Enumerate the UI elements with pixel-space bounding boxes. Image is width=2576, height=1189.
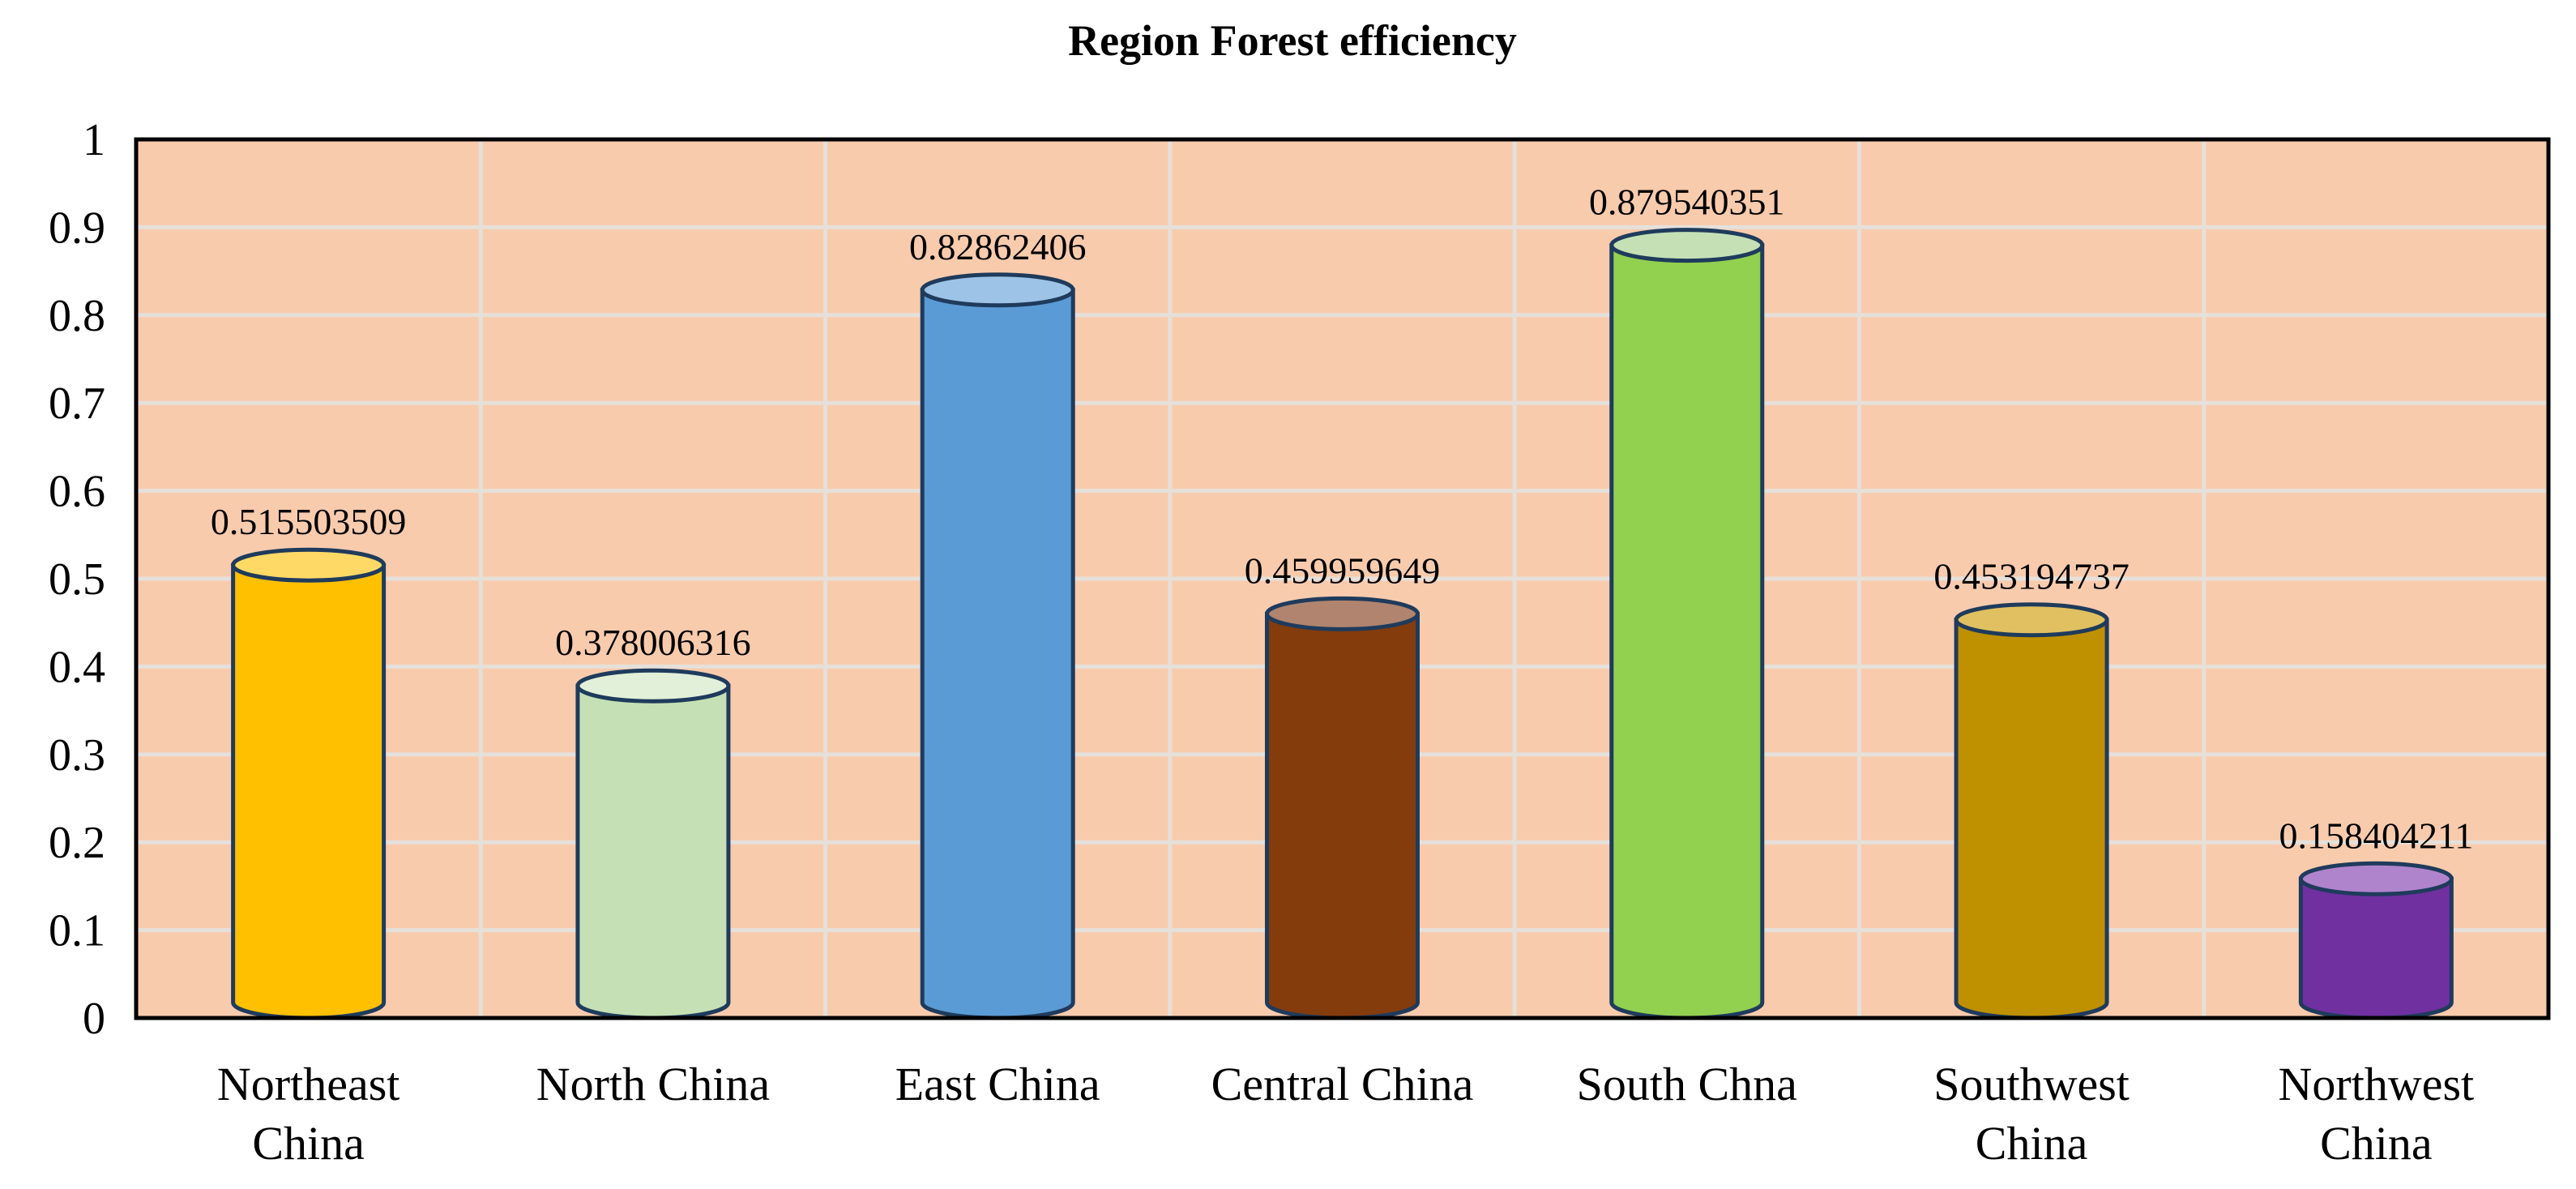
bar-top (1954, 602, 2109, 638)
x-category-label: South Chna (1577, 1058, 1797, 1110)
data-labels: 0.515503509 0.378006316 0.82862406 0.459959… (211, 182, 2473, 857)
chart-title: Region Forest efficiency (1068, 16, 1517, 65)
y-tick-label: 1 (83, 115, 105, 165)
bar-body (575, 683, 731, 1020)
x-category-label: East China (895, 1058, 1100, 1110)
bar (575, 668, 731, 1020)
bar (2298, 861, 2454, 1020)
x-category-label: Northwest China (2279, 1058, 2475, 1170)
bar-top (920, 272, 1075, 308)
data-label: 0.515503509 (211, 501, 407, 542)
x-category-label-line: East China (895, 1058, 1100, 1110)
bar-body (1954, 618, 2109, 1020)
x-category-label: Southwest China (1933, 1058, 2130, 1170)
y-tick-label: 0.9 (49, 203, 105, 253)
bar (1609, 228, 1765, 1020)
data-label: 0.453194737 (1933, 556, 2130, 597)
y-tick-label: 0.6 (49, 467, 105, 517)
bar (1954, 602, 2109, 1020)
y-tick-label: 0.3 (49, 730, 105, 781)
x-category-label-line: China (2320, 1117, 2433, 1170)
x-category-label: North China (536, 1058, 770, 1110)
x-category-label-line: Northwest (2279, 1058, 2475, 1110)
bar (1265, 596, 1420, 1020)
plot-border (134, 137, 2551, 1020)
bar-top (575, 668, 731, 704)
x-axis-labels: Northeast China North China East China Centr… (217, 1058, 2474, 1170)
data-label: 0.82862406 (909, 226, 1087, 267)
y-tick-label: 0.1 (49, 906, 105, 956)
data-label: 0.459959649 (1245, 550, 1441, 591)
x-category-label: Northeast China (217, 1058, 400, 1170)
y-tick-label: 0.2 (49, 818, 105, 868)
bar-body (2298, 876, 2454, 1020)
bar-body (1265, 611, 1420, 1020)
bar-top (1609, 228, 1765, 263)
bar-body (1609, 243, 1765, 1020)
bar-top (2298, 861, 2454, 896)
data-label: 0.879540351 (1589, 182, 1785, 223)
bar (231, 547, 387, 1020)
y-tick-label: 0.7 (49, 379, 105, 429)
x-category-label-line: Southwest (1933, 1058, 2130, 1110)
y-tick-label: 0.5 (49, 554, 105, 605)
x-category-label-line: China (252, 1117, 365, 1170)
y-tick-label: 0.8 (49, 291, 105, 341)
bar (920, 272, 1075, 1020)
bars (231, 228, 2454, 1020)
bar-top (1265, 596, 1420, 631)
x-category-label-line: China (1976, 1117, 2088, 1170)
y-axis-ticks: 0 0.1 0.2 0.3 0.4 0.5 0.6 0.7 0.8 0.9 1 (49, 115, 105, 1044)
x-category-label: Central China (1211, 1058, 1474, 1110)
bar-body (920, 288, 1075, 1020)
x-category-label-line: Central China (1211, 1058, 1474, 1110)
x-category-label-line: Northeast (217, 1058, 400, 1110)
bar-top (231, 547, 387, 583)
bar-body (231, 562, 387, 1020)
data-label: 0.378006316 (555, 622, 751, 663)
data-label: 0.158404211 (2279, 815, 2473, 856)
y-tick-label: 0.4 (49, 642, 105, 692)
x-category-label-line: North China (536, 1058, 770, 1110)
y-tick-label: 0 (83, 994, 105, 1044)
x-category-label-line: South Chna (1577, 1058, 1797, 1110)
